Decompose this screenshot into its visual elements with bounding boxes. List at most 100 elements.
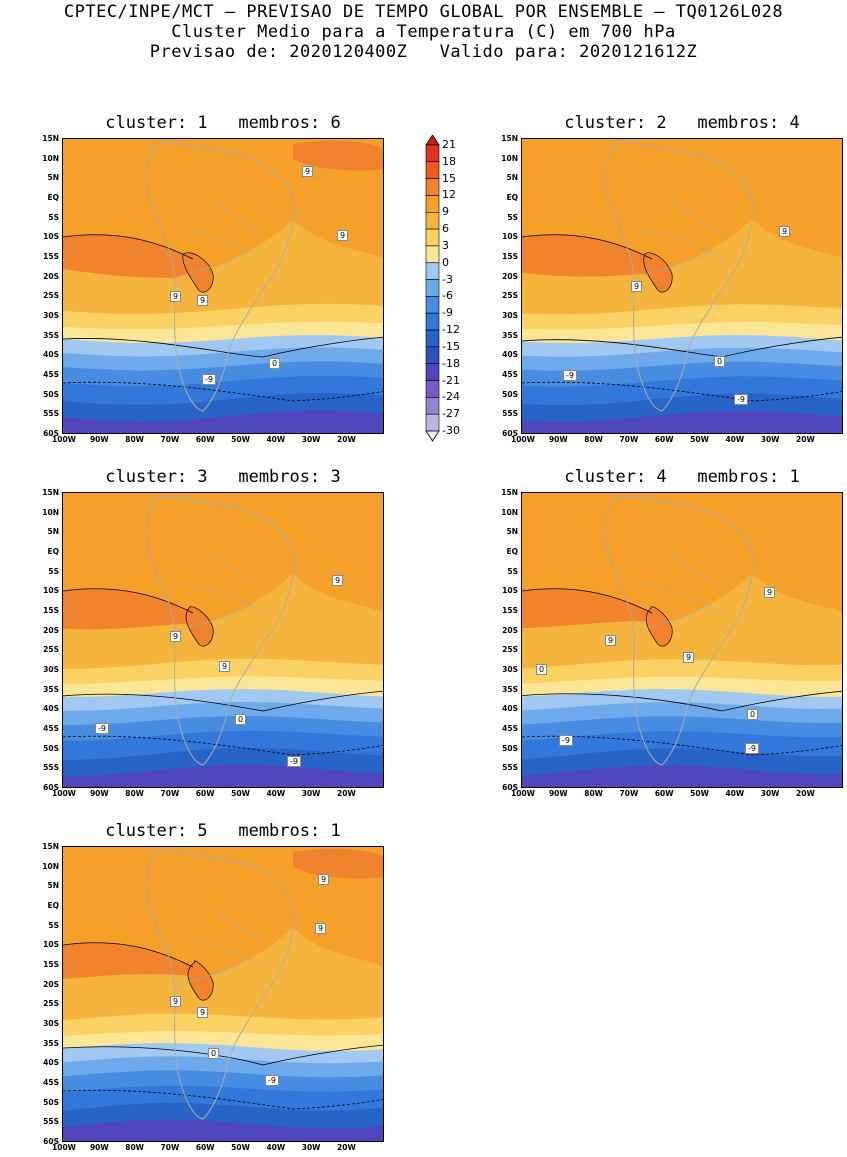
latitude-label: 15N bbox=[501, 134, 518, 143]
longitude-label: 50W bbox=[231, 435, 250, 444]
contour-label: -9 bbox=[563, 370, 577, 381]
latitude-label: 45S bbox=[43, 724, 59, 733]
latitude-label: 50S bbox=[43, 743, 59, 753]
temperature-map bbox=[62, 138, 384, 434]
latitude-label: 15N bbox=[501, 488, 518, 497]
latitude-label: 50S bbox=[43, 389, 59, 399]
colorbar-label: -12 bbox=[442, 323, 460, 337]
contour-label: -9 bbox=[745, 743, 759, 754]
longitude-label: 90W bbox=[89, 789, 109, 798]
contour-label: 9 bbox=[337, 230, 349, 241]
contour-label: -9 bbox=[287, 756, 301, 767]
contour-label: 0 bbox=[235, 714, 247, 725]
contour-label: 9 bbox=[170, 996, 182, 1007]
longitude-label: 90W bbox=[548, 789, 568, 798]
longitude-label: 70W bbox=[619, 435, 639, 444]
latitude-label: 50S bbox=[502, 389, 518, 399]
latitude-label: 15N bbox=[42, 488, 59, 497]
latitude-label: 35S bbox=[502, 684, 518, 694]
longitude-label: 50W bbox=[690, 789, 709, 798]
latitude-label: 60S bbox=[43, 783, 59, 792]
latitude-label: 30S bbox=[502, 311, 518, 320]
longitude-label: 90W bbox=[89, 435, 109, 444]
temperature-map bbox=[521, 138, 843, 434]
latitude-label: 60S bbox=[502, 429, 518, 438]
latitude-label: 30S bbox=[502, 665, 518, 674]
latitude-label: 60S bbox=[43, 1137, 59, 1146]
latitude-label: 20S bbox=[43, 625, 59, 635]
longitude-label: 70W bbox=[160, 789, 180, 798]
latitude-label: EQ bbox=[506, 193, 519, 202]
latitude-label: 15S bbox=[502, 252, 518, 261]
contour-label: 9 bbox=[170, 631, 182, 642]
longitude-label: 40W bbox=[725, 435, 745, 444]
latitude-label: 15S bbox=[43, 252, 59, 261]
latitude-label: 15S bbox=[43, 606, 59, 615]
latitude-label: 25S bbox=[43, 291, 59, 301]
latitude-label: 60S bbox=[43, 429, 59, 438]
contour-label: 0 bbox=[714, 356, 726, 367]
longitude-label: 50W bbox=[690, 435, 709, 444]
latitude-label: EQ bbox=[506, 547, 519, 556]
longitude-label: 30W bbox=[760, 435, 780, 444]
longitude-label: 40W bbox=[725, 789, 745, 798]
latitude-label: 45S bbox=[43, 370, 59, 379]
longitude-label: 30W bbox=[760, 789, 780, 798]
latitude-label: 55S bbox=[502, 763, 518, 773]
latitude-label: 10S bbox=[43, 232, 59, 242]
contour-label: 0 bbox=[747, 709, 759, 720]
latitude-label: 30S bbox=[43, 1019, 59, 1028]
longitude-label: 90W bbox=[89, 1143, 109, 1152]
colorbar-label: -3 bbox=[442, 272, 453, 286]
longitude-label: 70W bbox=[160, 1143, 180, 1152]
longitude-label: 80W bbox=[125, 435, 144, 444]
panel-title: cluster: 5 membros: 1 bbox=[105, 821, 341, 841]
colorbar-label: -30 bbox=[442, 424, 460, 437]
latitude-label: 5N bbox=[506, 527, 519, 537]
latitude-label: 10N bbox=[42, 507, 59, 517]
contour-label: -9 bbox=[559, 735, 573, 746]
longitude-label: 70W bbox=[619, 789, 639, 798]
latitude-label: 40S bbox=[43, 704, 59, 714]
latitude-label: 20S bbox=[502, 271, 518, 281]
longitude-label: 80W bbox=[125, 1143, 144, 1152]
latitude-label: 20S bbox=[43, 271, 59, 281]
panel-title: cluster: 1 membros: 6 bbox=[105, 113, 341, 133]
longitude-label: 40W bbox=[266, 789, 286, 798]
longitude-label: 30W bbox=[301, 1143, 321, 1152]
latitude-label: 25S bbox=[43, 999, 59, 1009]
longitude-label: 60W bbox=[195, 789, 215, 798]
colorbar-label: -24 bbox=[442, 390, 460, 404]
longitude-label: 100W bbox=[511, 435, 535, 444]
latitude-label: 5S bbox=[507, 566, 518, 576]
longitude-label: 100W bbox=[52, 789, 76, 798]
latitude-label: 25S bbox=[502, 291, 518, 301]
latitude-label: 40S bbox=[43, 1058, 59, 1068]
latitude-label: 5N bbox=[47, 881, 60, 891]
contour-label: 9 bbox=[631, 281, 643, 292]
latitude-label: 15S bbox=[43, 960, 59, 969]
colorbar-label: -15 bbox=[442, 339, 460, 353]
latitude-label: 20S bbox=[502, 625, 518, 635]
colorbar-label: 18 bbox=[442, 154, 456, 168]
latitude-label: 55S bbox=[502, 409, 518, 419]
panel-title: cluster: 4 membros: 1 bbox=[564, 467, 800, 487]
longitude-label: 20W bbox=[796, 435, 815, 444]
header-line-1: CPTEC/INPE/MCT – PREVISAO DE TEMPO GLOBA… bbox=[63, 2, 784, 22]
latitude-label: 55S bbox=[43, 1117, 59, 1127]
latitude-label: EQ bbox=[47, 901, 60, 910]
longitude-label: 60W bbox=[195, 435, 215, 444]
latitude-label: 5S bbox=[507, 212, 518, 222]
contour-label: 9 bbox=[779, 226, 791, 237]
temperature-map bbox=[521, 492, 843, 788]
latitude-label: 10N bbox=[501, 507, 518, 517]
latitude-label: 50S bbox=[502, 743, 518, 753]
contour-label: -9 bbox=[202, 374, 216, 385]
header-line-2: Cluster Medio para a Temperatura (C) em … bbox=[171, 22, 676, 42]
contour-label: -9 bbox=[95, 723, 109, 734]
longitude-label: 20W bbox=[337, 789, 356, 798]
latitude-label: 5S bbox=[48, 566, 59, 576]
longitude-label: 100W bbox=[52, 435, 76, 444]
latitude-label: 15N bbox=[42, 842, 59, 851]
longitude-label: 50W bbox=[231, 1143, 250, 1152]
